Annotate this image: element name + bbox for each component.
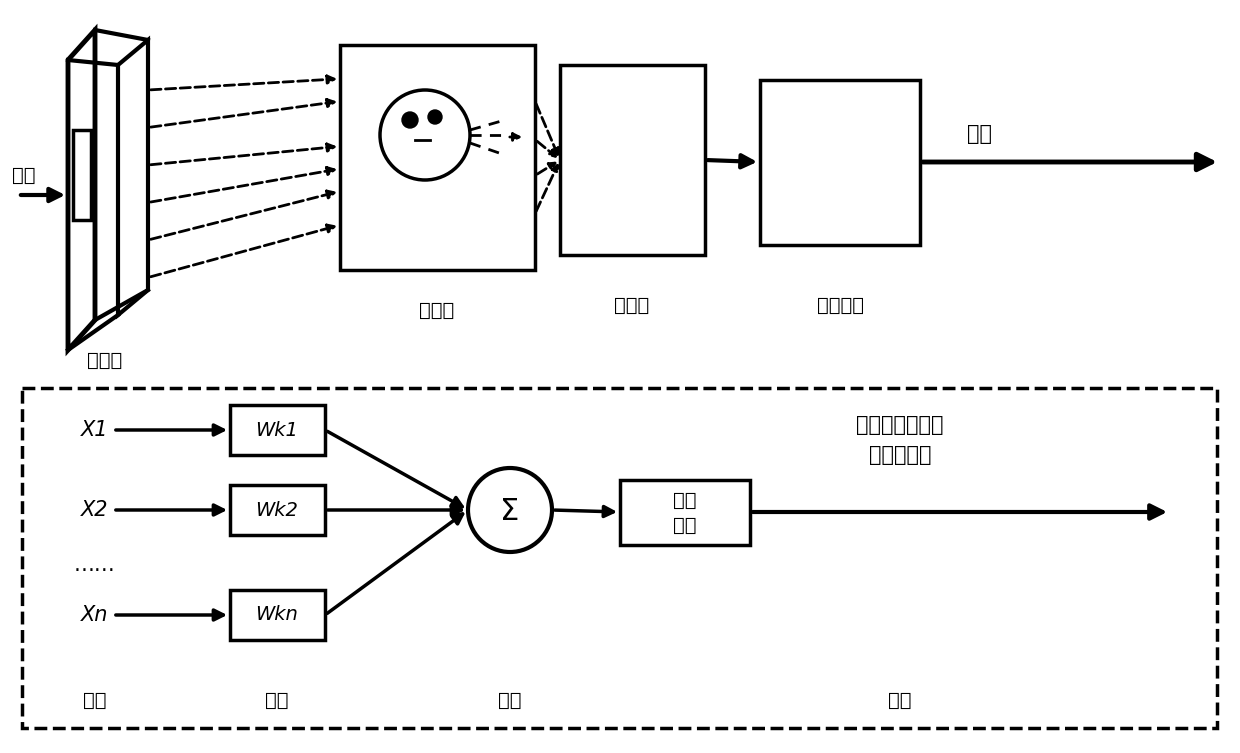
Bar bbox=[229, 405, 325, 455]
Text: 卷积层: 卷积层 bbox=[614, 295, 650, 315]
Text: Wkn: Wkn bbox=[255, 605, 299, 624]
Text: X2: X2 bbox=[82, 500, 109, 520]
Bar bbox=[620, 480, 750, 545]
Text: Σ: Σ bbox=[500, 498, 520, 526]
Circle shape bbox=[467, 468, 552, 552]
Polygon shape bbox=[118, 40, 148, 315]
Text: 输出: 输出 bbox=[967, 124, 992, 144]
Circle shape bbox=[402, 112, 418, 128]
Bar bbox=[340, 45, 534, 270]
Text: X1: X1 bbox=[82, 420, 109, 440]
Circle shape bbox=[428, 110, 441, 124]
Text: 内部结构图: 内部结构图 bbox=[869, 445, 931, 465]
Text: 池化层: 池化层 bbox=[419, 300, 455, 319]
Text: 输入: 输入 bbox=[83, 691, 107, 709]
Bar bbox=[760, 80, 920, 245]
Text: 全连接层: 全连接层 bbox=[816, 295, 863, 315]
Bar bbox=[22, 388, 1216, 728]
Text: Xn: Xn bbox=[82, 605, 109, 625]
Polygon shape bbox=[68, 30, 95, 350]
Text: Wk2: Wk2 bbox=[255, 501, 299, 520]
Bar bbox=[229, 590, 325, 640]
Text: 卷积层: 卷积层 bbox=[87, 350, 123, 370]
Text: 求和: 求和 bbox=[498, 691, 522, 709]
Text: 函数: 函数 bbox=[673, 516, 697, 535]
Bar bbox=[73, 130, 91, 220]
Text: 输出: 输出 bbox=[888, 691, 911, 709]
Text: 输入: 输入 bbox=[12, 166, 36, 184]
Bar bbox=[229, 485, 325, 535]
Text: Wk1: Wk1 bbox=[255, 420, 299, 440]
Bar bbox=[560, 65, 706, 255]
Text: 激活: 激活 bbox=[673, 490, 697, 510]
Text: ……: …… bbox=[74, 555, 115, 575]
Text: 卷积层、池化层: 卷积层、池化层 bbox=[857, 415, 944, 435]
Text: 加权: 加权 bbox=[265, 691, 289, 709]
